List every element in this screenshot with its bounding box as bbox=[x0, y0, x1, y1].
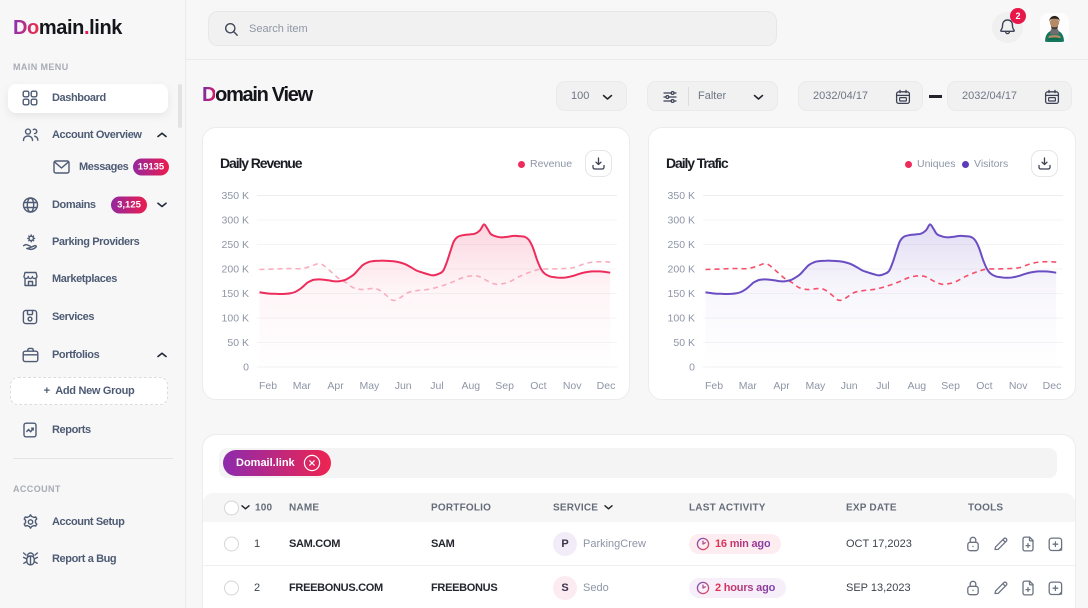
svg-text:Nov: Nov bbox=[563, 380, 582, 392]
svg-text:350 K: 350 K bbox=[222, 190, 249, 202]
svg-text:150 K: 150 K bbox=[668, 288, 695, 300]
svg-text:Oct: Oct bbox=[530, 380, 546, 392]
svg-text:Jul: Jul bbox=[430, 380, 443, 392]
svg-text:Oct: Oct bbox=[976, 380, 992, 392]
svg-text:100 K: 100 K bbox=[222, 313, 249, 325]
svg-text:300 K: 300 K bbox=[668, 215, 695, 227]
svg-text:200 K: 200 K bbox=[668, 264, 695, 276]
svg-text:350 K: 350 K bbox=[668, 190, 695, 202]
svg-text:Aug: Aug bbox=[907, 380, 926, 392]
svg-text:50 K: 50 K bbox=[227, 337, 249, 349]
svg-text:0: 0 bbox=[689, 362, 695, 374]
svg-text:100 K: 100 K bbox=[668, 313, 695, 325]
svg-text:Dec: Dec bbox=[1043, 380, 1062, 392]
svg-text:May: May bbox=[805, 380, 826, 392]
svg-text:150 K: 150 K bbox=[222, 288, 249, 300]
svg-text:Feb: Feb bbox=[705, 380, 723, 392]
svg-text:May: May bbox=[359, 380, 380, 392]
svg-text:50 K: 50 K bbox=[673, 337, 695, 349]
svg-text:Jun: Jun bbox=[841, 380, 858, 392]
svg-text:Dec: Dec bbox=[597, 380, 616, 392]
svg-text:Apr: Apr bbox=[327, 380, 344, 392]
svg-text:Feb: Feb bbox=[259, 380, 277, 392]
svg-text:Sep: Sep bbox=[941, 380, 960, 392]
svg-text:300 K: 300 K bbox=[222, 215, 249, 227]
svg-text:Nov: Nov bbox=[1009, 380, 1028, 392]
svg-text:Sep: Sep bbox=[495, 380, 514, 392]
svg-text:250 K: 250 K bbox=[222, 239, 249, 251]
svg-text:Jun: Jun bbox=[395, 380, 412, 392]
svg-text:0: 0 bbox=[243, 362, 249, 374]
svg-text:250 K: 250 K bbox=[668, 239, 695, 251]
svg-text:200 K: 200 K bbox=[222, 264, 249, 276]
svg-text:Mar: Mar bbox=[293, 380, 312, 392]
svg-text:Jul: Jul bbox=[876, 380, 889, 392]
svg-text:Apr: Apr bbox=[773, 380, 790, 392]
svg-text:Mar: Mar bbox=[739, 380, 758, 392]
svg-text:Aug: Aug bbox=[461, 380, 480, 392]
